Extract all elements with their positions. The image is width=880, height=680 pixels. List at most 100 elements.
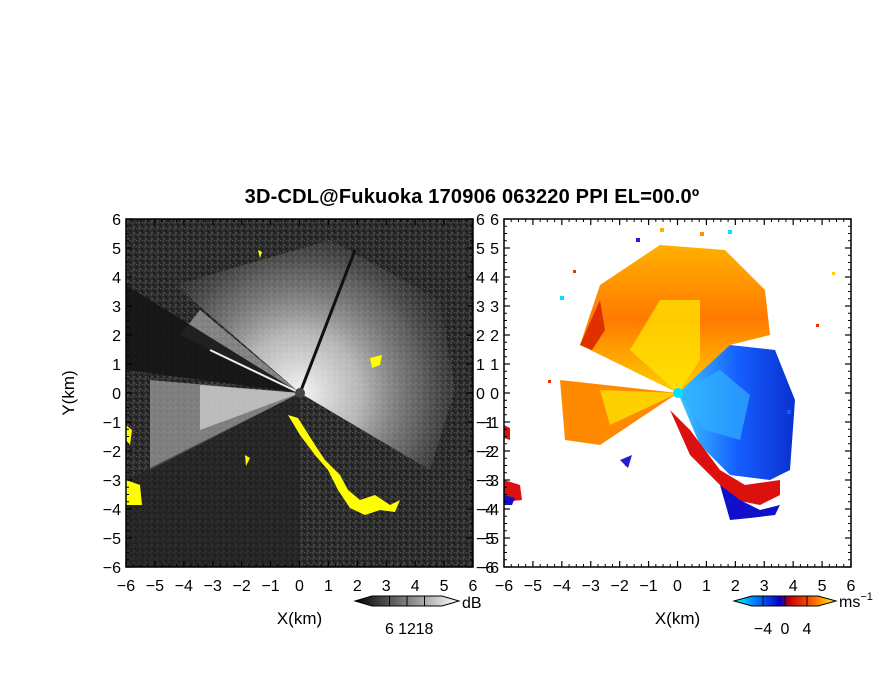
y-tick-label-right: 3 xyxy=(476,299,485,316)
x-tick-label: −2 xyxy=(611,578,629,595)
y-tick-label: 2 xyxy=(490,328,499,345)
x-tick-label: 3 xyxy=(760,578,769,595)
y-tick-label-right: 6 xyxy=(476,212,485,229)
velocity-scatter xyxy=(548,228,835,466)
velocity-colorbar-unit: ms−1 xyxy=(839,591,873,611)
figure-title: 3D-CDL@Fukuoka 170906 063220 PPI EL=00.0… xyxy=(244,186,700,208)
x-tick-label: 1 xyxy=(324,578,333,595)
x-tick-label: −1 xyxy=(639,578,657,595)
y-tick-label: 2 xyxy=(112,328,121,345)
colorbar-tick-label: 18 xyxy=(416,621,434,638)
y-tick-label: −5 xyxy=(481,531,499,548)
y-tick-label-right: −4 xyxy=(476,502,494,519)
x-axis-label: X(km) xyxy=(277,609,322,628)
x-tick-label: 4 xyxy=(789,578,798,595)
y-tick-label: 6 xyxy=(490,212,499,229)
y-tick-label: 4 xyxy=(112,270,121,287)
x-tick-label: 2 xyxy=(731,578,740,595)
velocity-west-sector-core xyxy=(600,390,678,425)
velocity-radar-site xyxy=(673,388,683,398)
x-tick-label: −1 xyxy=(261,578,279,595)
colorbar-tick-label: 6 xyxy=(385,621,394,638)
x-tick-label: −5 xyxy=(524,578,542,595)
y-tick-label-right: 2 xyxy=(476,328,485,345)
y-tick-label-right: 5 xyxy=(476,241,485,258)
velocity-axes: −6 −5 −4 −3 −2 −1 0 1 2 3 4 5 6 6 5 4 3 2 1 0 −1 −2 −3 −4 −5 −6 X(… xyxy=(481,212,856,628)
y-tick-label: 3 xyxy=(112,299,121,316)
velocity-red-nw-edge xyxy=(580,300,605,350)
y-tick-label: −5 xyxy=(103,531,121,548)
y-axis-label: Y(km) xyxy=(59,370,78,415)
y-tick-label: 6 xyxy=(112,212,121,229)
reflectivity-spoke-ne xyxy=(298,249,357,394)
reflectivity-blocked-sector-sw xyxy=(126,393,300,567)
x-tick-label: −4 xyxy=(553,578,571,595)
y-tick-label-right: −6 xyxy=(476,560,494,577)
y-tick-label-right: −1 xyxy=(476,415,494,432)
x-tick-label: −6 xyxy=(117,578,135,595)
reflectivity-colorbar-unit: dB xyxy=(462,595,482,612)
x-tick-label: −3 xyxy=(582,578,600,595)
y-tick-label-right: 4 xyxy=(476,270,485,287)
colorbar-tick-label: 12 xyxy=(398,621,416,638)
x-tick-label: 5 xyxy=(440,578,449,595)
velocity-blue-edge xyxy=(720,485,780,520)
velocity-panel: −6 −5 −4 −3 −2 −1 0 1 2 3 4 5 6 6 5 4 3 2 1 0 −1 −2 −3 −4 −5 −6 X(… xyxy=(481,212,856,628)
x-tick-label: 2 xyxy=(353,578,362,595)
y-tick-label: −4 xyxy=(481,502,499,519)
x-tick-label: −4 xyxy=(175,578,193,595)
y-tick-label: 0 xyxy=(490,386,499,403)
y-tick-label-right: 0 xyxy=(476,386,485,403)
x-tick-label: 6 xyxy=(469,578,478,595)
colorbar-tick-label: 0 xyxy=(781,621,790,638)
reflectivity-radar-site xyxy=(295,388,305,398)
x-tick-label: 4 xyxy=(411,578,420,595)
y-tick-label: −1 xyxy=(103,415,121,432)
colorbar-tick-label: 4 xyxy=(803,621,812,638)
reflectivity-spoke-nw xyxy=(209,349,301,394)
velocity-cool-core xyxy=(678,370,750,440)
y-tick-label: −4 xyxy=(103,502,121,519)
y-tick-label-right: −2 xyxy=(476,444,494,461)
x-tick-label: −5 xyxy=(146,578,164,595)
x-axis-label: X(km) xyxy=(655,609,700,628)
y-tick-label: −6 xyxy=(481,560,499,577)
x-tick-label: 5 xyxy=(818,578,827,595)
velocity-warm-core xyxy=(630,300,700,393)
x-tick-label: 6 xyxy=(847,578,856,595)
x-tick-label: −2 xyxy=(233,578,251,595)
y-tick-label-right: −3 xyxy=(476,473,494,490)
y-tick-label-right: 1 xyxy=(476,357,485,374)
y-tick-label: 1 xyxy=(490,357,499,374)
x-tick-label: −3 xyxy=(204,578,222,595)
y-tick-label-right: −5 xyxy=(476,531,494,548)
velocity-colorbar: −4 0 4 ms−1 xyxy=(732,591,873,638)
reflectivity-west-sector-core xyxy=(200,385,300,430)
reflectivity-panel: −6 −5 −4 −3 −2 −1 0 1 2 3 4 5 66 65 54 43 32 21 10 0−1 −1−2−… xyxy=(59,212,494,628)
y-tick-label: 0 xyxy=(112,386,121,403)
reflectivity-axes: −6 −5 −4 −3 −2 −1 0 1 2 3 4 5 66 65 54 43 32 21 10 0−1 −1−2−… xyxy=(59,212,494,628)
y-tick-label: −3 xyxy=(103,473,121,490)
x-tick-label: 0 xyxy=(295,578,304,595)
y-tick-label: −3 xyxy=(481,473,499,490)
y-tick-label: 5 xyxy=(112,241,121,258)
y-tick-label: 4 xyxy=(490,270,499,287)
velocity-red-edge xyxy=(670,410,780,505)
velocity-gap-nw xyxy=(560,350,678,393)
colorbar-tick-label: −4 xyxy=(754,621,772,638)
y-tick-label: −6 xyxy=(103,560,121,577)
velocity-gap-sw xyxy=(612,393,678,460)
y-tick-label: −1 xyxy=(481,415,499,432)
y-tick-label: 3 xyxy=(490,299,499,316)
y-tick-label: −2 xyxy=(103,444,121,461)
y-tick-label: 1 xyxy=(112,357,121,374)
y-tick-label: 5 xyxy=(490,241,499,258)
x-tick-label: 3 xyxy=(382,578,391,595)
velocity-west-edge-3 xyxy=(504,495,515,505)
reflectivity-nw-sector xyxy=(180,310,300,393)
reflectivity-blocked-sector-nw xyxy=(126,285,300,393)
x-tick-label: 0 xyxy=(673,578,682,595)
x-tick-label: −6 xyxy=(495,578,513,595)
y-tick-label: −2 xyxy=(481,444,499,461)
